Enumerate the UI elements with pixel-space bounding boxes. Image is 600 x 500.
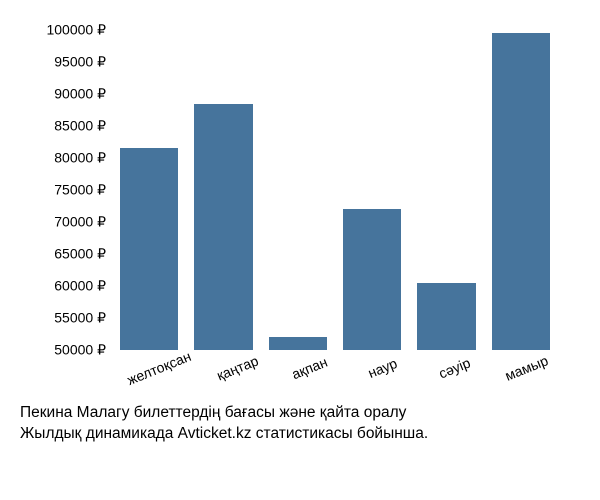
y-tick-label: 55000 ₽: [54, 310, 106, 327]
bar: [194, 104, 252, 350]
x-tick-label: ақпан: [280, 350, 338, 386]
bar: [417, 283, 475, 350]
chart-caption: Пекина Малагу билеттердің бағасы және қа…: [20, 403, 580, 445]
x-labels: желтоқсанқаңтарақпаннаурсәуірмамыр: [110, 355, 560, 371]
y-tick-label: 50000 ₽: [54, 342, 106, 359]
caption-line-2: Жылдық динамикада Avticket.kz статистика…: [20, 424, 580, 445]
bar: [269, 337, 327, 350]
bar: [343, 209, 401, 350]
bar: [120, 148, 178, 350]
y-tick-label: 60000 ₽: [54, 278, 106, 295]
plot-area: [110, 30, 560, 350]
x-tick-label: желтоқсан: [125, 348, 194, 388]
y-tick-label: 65000 ₽: [54, 246, 106, 263]
x-tick-label: қаңтар: [208, 350, 266, 386]
x-tick-label: наур: [353, 350, 411, 386]
y-tick-label: 90000 ₽: [54, 86, 106, 103]
bar: [492, 33, 550, 350]
x-axis: желтоқсанқаңтарақпаннаурсәуірмамыр: [110, 355, 560, 395]
y-tick-label: 70000 ₽: [54, 214, 106, 231]
price-chart: 50000 ₽ 55000 ₽ 60000 ₽ 65000 ₽ 70000 ₽ 75000…: [20, 20, 580, 390]
x-tick-label: сәуір: [425, 350, 483, 386]
y-axis: 50000 ₽55000 ₽60000 ₽65000 ₽70000 ₽75000…: [20, 30, 108, 350]
y-tick-label: 95000 ₽: [54, 54, 106, 71]
bar-group: [110, 30, 560, 350]
y-tick-label: 75000 ₽: [54, 182, 106, 199]
y-tick-label: 85000 ₽: [54, 118, 106, 135]
y-tick-label: 80000 ₽: [54, 150, 106, 167]
x-tick-label: мамыр: [498, 350, 556, 386]
caption-line-1: Пекина Малагу билеттердің бағасы және қа…: [20, 403, 580, 424]
y-tick-label: 100000 ₽: [46, 22, 106, 39]
